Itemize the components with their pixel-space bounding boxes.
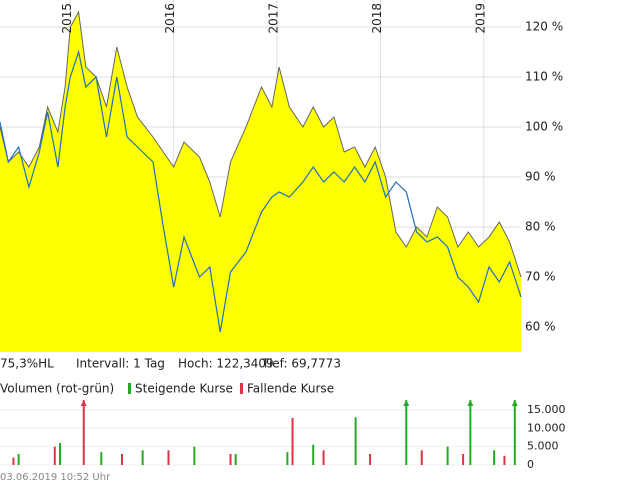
volume-bar <box>167 450 170 465</box>
info-low: Tief: 69,7773 <box>261 357 341 371</box>
x-tick-label: 2016 <box>163 3 177 34</box>
overflow-arrow <box>511 400 518 406</box>
y-tick-label: 5.000 <box>527 440 559 453</box>
volume-bar <box>58 442 61 465</box>
legend-swatch <box>128 383 131 394</box>
volume-bar <box>17 453 20 465</box>
info-change: 75,3%HL <box>0 357 54 371</box>
y-tick-label: 0 <box>527 458 534 471</box>
volume-title: Volumen (rot-grün) <box>0 382 114 396</box>
x-tick-label: 2019 <box>473 3 487 34</box>
y-tick-label: 120 % <box>525 20 563 34</box>
volume-bar <box>503 455 506 465</box>
y-tick-label: 70 % <box>525 270 556 284</box>
volume-bar <box>493 450 496 465</box>
volume-bar <box>141 450 144 465</box>
info-interval: Intervall: 1 Tag <box>76 357 165 371</box>
area <box>0 12 521 352</box>
y-tick-label: 10.000 <box>527 421 566 434</box>
volume-bar <box>234 453 237 465</box>
volume-bar <box>469 400 472 465</box>
volume-bar <box>462 453 465 465</box>
y-tick-label: 60 % <box>525 320 556 334</box>
volume-bar <box>312 444 315 465</box>
x-tick-label: 2017 <box>267 3 281 34</box>
volume-bar <box>12 457 15 465</box>
y-tick-label: 100 % <box>525 120 563 134</box>
volume-bar <box>369 453 372 465</box>
volume-bar <box>420 450 423 465</box>
y-tick-label: 80 % <box>525 220 556 234</box>
price-chart: 2015 2016 2017 2018 2019 60 % 70 % 80 % 90 % 100 … <box>0 0 563 352</box>
info-high: Hoch: 122,3409 <box>178 357 274 371</box>
overflow-arrow <box>80 400 87 406</box>
volume-bar <box>286 452 289 465</box>
overflow-arrow <box>403 400 410 406</box>
volume-bar <box>291 417 294 465</box>
legend-label: Fallende Kurse <box>247 382 334 396</box>
x-tick-label: 2015 <box>60 3 74 34</box>
line <box>0 49 522 333</box>
overflow-arrow <box>467 400 474 406</box>
y-tick-label: 90 % <box>525 170 556 184</box>
volume-bar <box>229 453 232 465</box>
timestamp: 03.06.2019 10:52 Uhr <box>0 472 111 483</box>
area-edge <box>0 10 522 278</box>
volume-bar <box>53 446 56 465</box>
legend-swatch <box>240 383 243 394</box>
volume-bar <box>513 400 516 465</box>
volume-chart: 0 5.000 10.000 15.000 Steigende Kurse Fallend… <box>0 382 566 471</box>
y-tick-label: 15.000 <box>527 403 566 416</box>
volume-bar <box>193 446 196 465</box>
volume-bar <box>446 446 449 465</box>
volume-bar <box>100 452 103 465</box>
volume-bar <box>405 400 408 465</box>
volume-bar <box>82 400 85 465</box>
y-tick-label: 110 % <box>525 70 563 84</box>
volume-bar <box>322 450 325 465</box>
volume-bar <box>354 417 357 465</box>
volume-bar <box>120 453 123 465</box>
legend-label: Steigende Kurse <box>135 382 233 396</box>
volume-bars <box>12 400 516 465</box>
x-tick-label: 2018 <box>370 3 384 34</box>
